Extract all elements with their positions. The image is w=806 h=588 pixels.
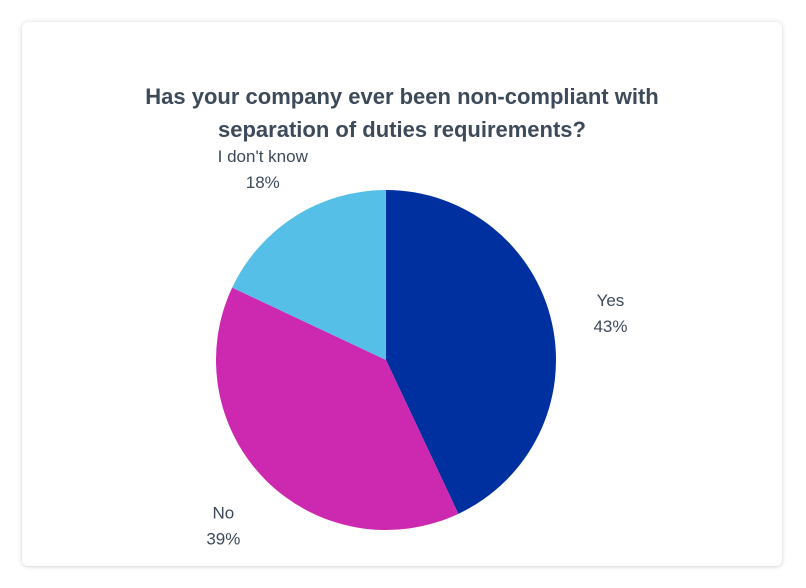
pie-slice-no <box>215 287 459 530</box>
chart-title-line-2: separation of duties requirements? <box>218 117 586 142</box>
chart-title: Has your company ever been non-compliant… <box>22 80 782 146</box>
slice-label-value: 18% <box>246 173 280 192</box>
pie-slices <box>215 190 557 530</box>
pie-slice-yes <box>386 190 557 514</box>
slice-label-name: No <box>212 504 234 523</box>
slice-label-name: Yes <box>597 291 625 310</box>
chart-title-line-1: Has your company ever been non-compliant… <box>145 84 659 109</box>
slice-label-value: 43% <box>593 317 627 336</box>
pie-slice-i-don-t-know <box>232 190 386 360</box>
slice-label-name: I don't know <box>218 147 309 166</box>
slice-label-no: No 39% <box>206 504 240 549</box>
slice-label-i-don-t-know: I don't know 18% <box>218 147 309 192</box>
slice-label-value: 39% <box>206 530 240 549</box>
pie-labels: Yes 43% No 39% I don't know 18% <box>206 147 627 549</box>
slice-label-yes: Yes 43% <box>593 291 627 336</box>
